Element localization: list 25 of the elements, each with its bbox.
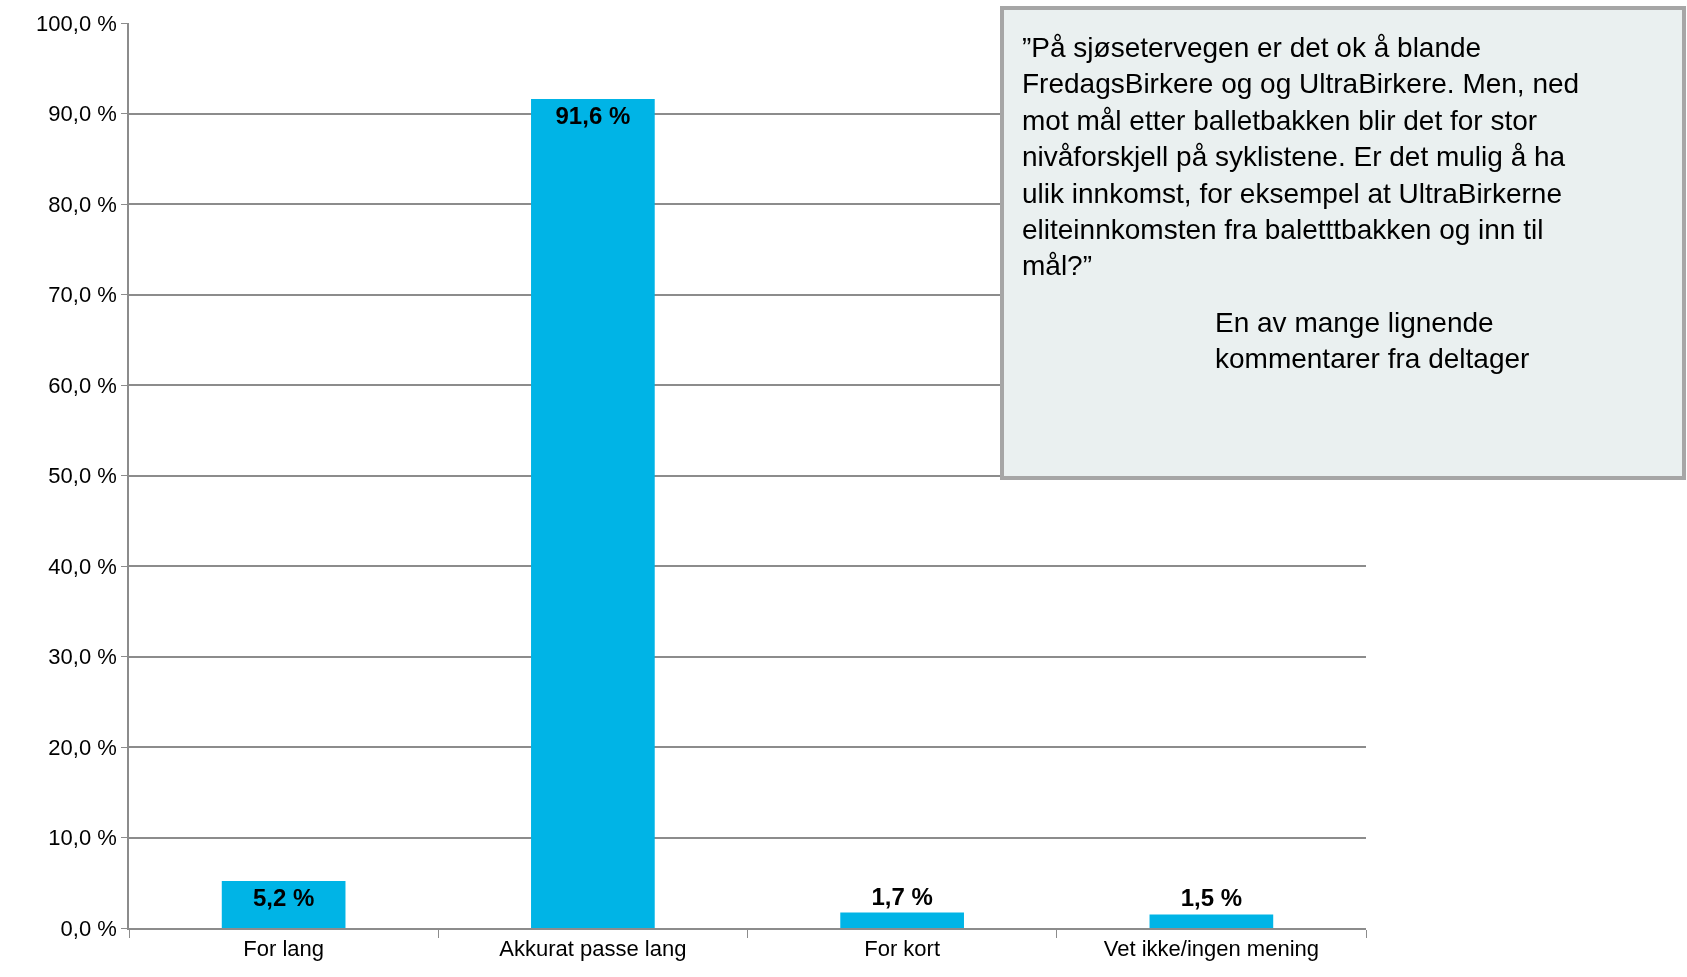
y-tick-label: 40,0 % xyxy=(48,553,117,579)
x-tick-label: Akkurat passe lang xyxy=(499,936,687,962)
data-label: 91,6 % xyxy=(555,102,631,130)
data-label: 5,2 % xyxy=(252,883,315,911)
x-tick-label: Vet ikke/ingen mening xyxy=(1103,936,1320,962)
y-tick-label: 30,0 % xyxy=(48,644,117,670)
y-tick-label: 50,0 % xyxy=(48,463,117,489)
y-tick-label: 20,0 % xyxy=(48,734,117,760)
y-tick-label: 100,0 % xyxy=(36,10,117,36)
data-label: 1,7 % xyxy=(871,882,933,910)
annotation: ”På sjøsetervegen er det ok å blande FredagsBirkere og og UltraBirkere. Men, ned mot mål etter balletbakken blir det for stor nivåforskjell på syklistene. Er det mulig å ha ulik innkomst, for eksempel at UltraBirkerne eliteinnkomsten fra baletttbakken og inn til mål?” xyxy=(1022,32,1580,282)
bar xyxy=(531,99,655,928)
y-tick-label: 0,0 % xyxy=(60,915,117,941)
x-tick-label: For lang xyxy=(243,936,324,962)
data-label: 1,5 % xyxy=(1180,884,1243,912)
bar xyxy=(840,912,964,928)
bar xyxy=(221,880,346,928)
y-tick-label: 70,0 % xyxy=(48,282,117,308)
bar xyxy=(1149,914,1274,928)
y-tick-label: 90,0 % xyxy=(48,101,117,127)
y-tick-label: 80,0 % xyxy=(48,191,117,217)
x-tick-label: For kort xyxy=(864,936,941,962)
annotation: En av mange lignende kommentarer fra deltager xyxy=(1215,307,1530,375)
y-tick-label: 60,0 % xyxy=(48,372,117,398)
y-tick-label: 10,0 % xyxy=(48,825,117,851)
